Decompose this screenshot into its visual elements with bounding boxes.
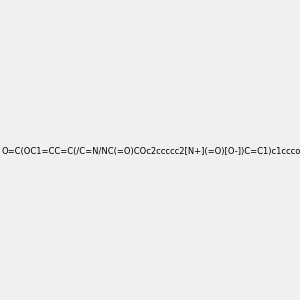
Text: O=C(OC1=CC=C(/C=N/NC(=O)COc2ccccc2[N+](=O)[O-])C=C1)c1ccco1: O=C(OC1=CC=C(/C=N/NC(=O)COc2ccccc2[N+](=… <box>2 147 300 156</box>
